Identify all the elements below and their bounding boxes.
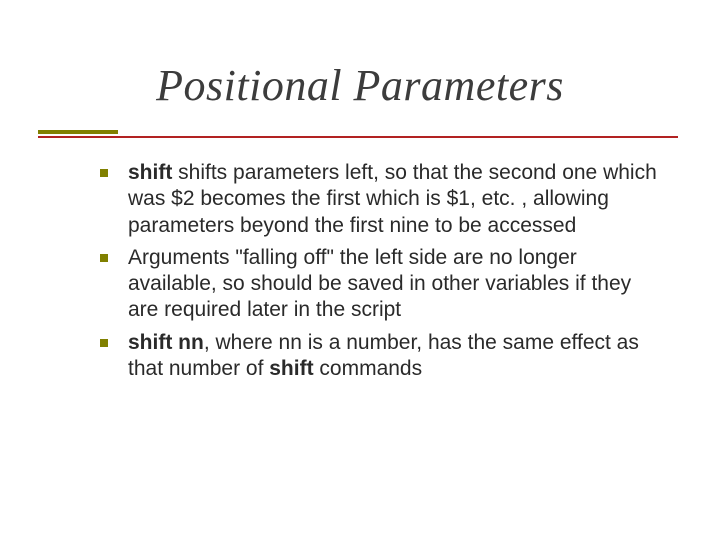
underline-bottom-bar xyxy=(38,136,678,138)
square-bullet-icon xyxy=(100,254,108,262)
bullet-bold-tail: shift xyxy=(269,357,313,380)
list-item: Arguments "falling off" the left side ar… xyxy=(100,245,660,324)
slide: Positional Parameters shift shifts param… xyxy=(0,0,720,540)
square-bullet-icon xyxy=(100,339,108,347)
title-container: Positional Parameters xyxy=(0,60,720,111)
bullet-bold-lead: shift nn xyxy=(128,331,204,354)
bullet-text-tail: commands xyxy=(314,357,423,380)
body-content: shift shifts parameters left, so that th… xyxy=(100,160,660,388)
bullet-bold-lead: shift xyxy=(128,161,172,184)
bullet-text: Arguments "falling off" the left side ar… xyxy=(128,246,631,322)
bullet-text: shifts parameters left, so that the seco… xyxy=(128,161,657,237)
square-bullet-icon xyxy=(100,169,108,177)
title-underline xyxy=(38,130,118,140)
list-item: shift nn, where nn is a number, has the … xyxy=(100,330,660,383)
slide-title: Positional Parameters xyxy=(156,61,564,110)
list-item: shift shifts parameters left, so that th… xyxy=(100,160,660,239)
